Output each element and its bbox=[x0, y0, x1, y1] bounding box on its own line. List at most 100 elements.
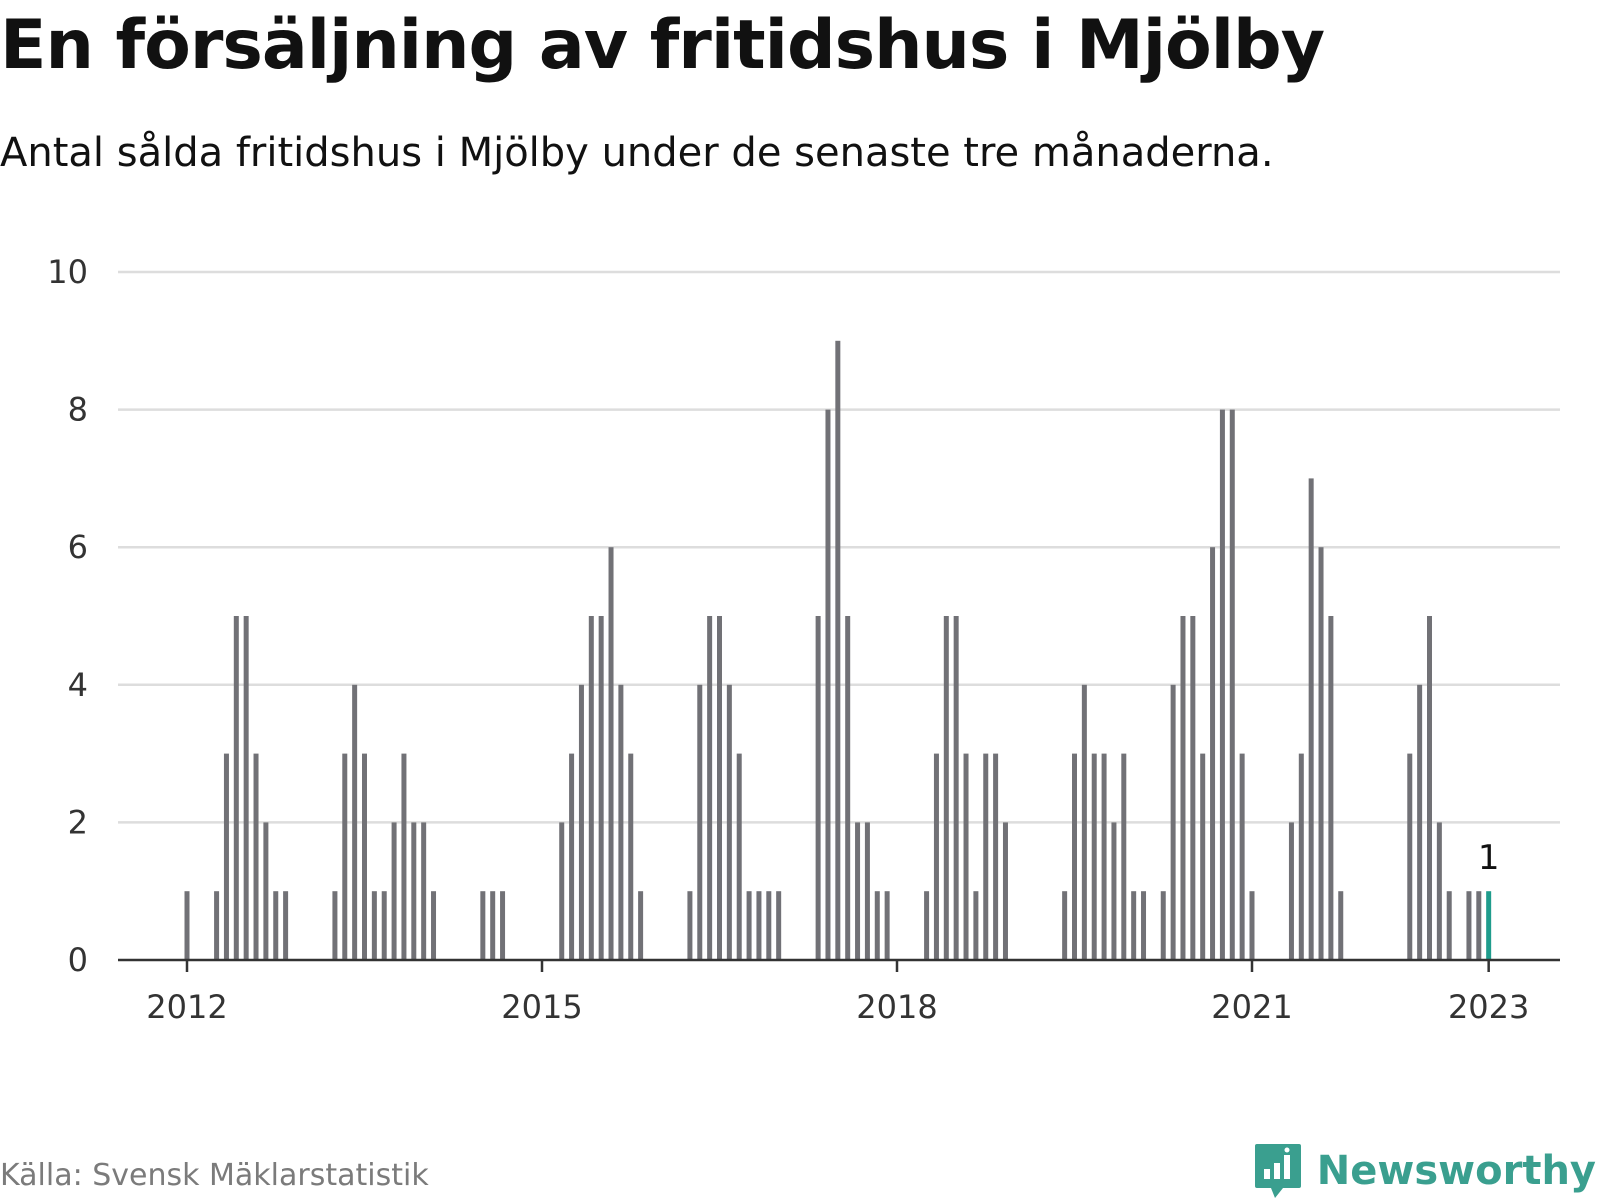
bar bbox=[1210, 547, 1216, 960]
bar bbox=[500, 891, 506, 960]
bar bbox=[184, 891, 190, 960]
bar bbox=[855, 822, 861, 960]
bar bbox=[1072, 753, 1077, 960]
bar-chart: 0 2 4 6 8 10 2012 2015 2018 2021 2023 1 bbox=[47, 253, 1560, 1026]
x-tick-label: 2018 bbox=[856, 988, 937, 1026]
bar bbox=[223, 753, 229, 960]
bar bbox=[1121, 753, 1127, 960]
bar bbox=[963, 753, 969, 960]
bar bbox=[953, 616, 959, 960]
x-axis-ticks: 2012 2015 2018 2021 2023 bbox=[146, 960, 1529, 1026]
bar bbox=[628, 753, 634, 960]
bar bbox=[776, 891, 782, 960]
bar bbox=[431, 891, 437, 960]
bar bbox=[1180, 616, 1186, 960]
highlight-bar bbox=[1486, 891, 1492, 960]
bar bbox=[993, 753, 999, 960]
bar bbox=[490, 891, 496, 960]
bar bbox=[1219, 409, 1225, 961]
bar bbox=[1446, 891, 1452, 960]
bar bbox=[736, 753, 742, 960]
bar bbox=[687, 891, 693, 960]
bar bbox=[1476, 891, 1482, 960]
bar bbox=[569, 753, 575, 960]
bar bbox=[815, 616, 821, 960]
bar bbox=[1407, 753, 1413, 960]
y-tick-label: 10 bbox=[47, 253, 88, 291]
bar bbox=[1002, 822, 1008, 960]
bar bbox=[273, 891, 279, 960]
chart-subtitle: Antal sålda fritidshus i Mjölby under de… bbox=[0, 130, 1274, 176]
bar bbox=[253, 753, 259, 960]
bar bbox=[588, 616, 594, 960]
bar bbox=[1308, 478, 1314, 960]
bar bbox=[825, 409, 831, 961]
bar bbox=[1288, 822, 1294, 960]
bar bbox=[1298, 753, 1304, 960]
x-tick-label: 2015 bbox=[501, 988, 582, 1026]
bar bbox=[717, 616, 722, 960]
bar bbox=[352, 684, 358, 960]
bar bbox=[1328, 616, 1334, 960]
bar bbox=[263, 822, 269, 960]
bar bbox=[618, 684, 624, 960]
bar bbox=[884, 891, 890, 960]
bar bbox=[835, 340, 841, 960]
bar bbox=[924, 891, 930, 960]
bar bbox=[973, 891, 979, 960]
y-axis-labels: 0 2 4 6 8 10 bbox=[47, 253, 88, 979]
y-tick-label: 0 bbox=[68, 941, 88, 979]
bar bbox=[1200, 753, 1206, 960]
bar bbox=[707, 616, 713, 960]
bar bbox=[766, 891, 772, 960]
bar bbox=[1436, 822, 1442, 960]
brand-name: Newsworthy bbox=[1316, 1148, 1596, 1194]
bar bbox=[362, 753, 367, 960]
bar bbox=[726, 684, 732, 960]
bars bbox=[184, 340, 1492, 961]
bar bbox=[1091, 753, 1097, 960]
bar bbox=[214, 891, 220, 960]
bar bbox=[381, 891, 387, 960]
newsworthy-logo-icon bbox=[1254, 1144, 1301, 1198]
bar bbox=[578, 684, 584, 960]
bar bbox=[1160, 891, 1166, 960]
bar bbox=[283, 891, 289, 960]
bar bbox=[1062, 891, 1068, 960]
bar bbox=[371, 891, 377, 960]
bar bbox=[332, 891, 338, 960]
bar bbox=[1239, 753, 1245, 960]
bar bbox=[411, 822, 417, 960]
bar bbox=[1249, 891, 1255, 960]
bar bbox=[1190, 616, 1196, 960]
bar bbox=[1338, 891, 1344, 960]
bar bbox=[943, 616, 949, 960]
bar bbox=[1111, 822, 1117, 960]
y-tick-label: 8 bbox=[68, 391, 88, 429]
bar bbox=[1466, 891, 1472, 960]
bar bbox=[1081, 684, 1087, 960]
bar bbox=[1417, 684, 1423, 960]
bar bbox=[933, 753, 939, 960]
bar bbox=[845, 616, 851, 960]
bar bbox=[391, 822, 397, 960]
bar bbox=[1170, 684, 1176, 960]
bar bbox=[401, 753, 407, 960]
bar bbox=[1427, 616, 1432, 960]
bar bbox=[598, 616, 604, 960]
x-tick-label: 2012 bbox=[146, 988, 227, 1026]
bar bbox=[756, 891, 762, 960]
bar bbox=[1141, 891, 1147, 960]
bar bbox=[874, 891, 880, 960]
bar bbox=[1318, 547, 1324, 960]
highlight-value-label: 1 bbox=[1478, 838, 1500, 878]
bar bbox=[233, 616, 239, 960]
chart-title: En försäljning av fritidshus i Mjölby bbox=[0, 6, 1325, 85]
y-tick-label: 4 bbox=[68, 666, 88, 704]
bar bbox=[421, 822, 427, 960]
y-tick-label: 2 bbox=[68, 803, 88, 841]
x-tick-label: 2021 bbox=[1211, 988, 1292, 1026]
bar bbox=[559, 822, 565, 960]
bar bbox=[480, 891, 486, 960]
brand-logo: Newsworthy bbox=[1253, 1142, 1596, 1200]
